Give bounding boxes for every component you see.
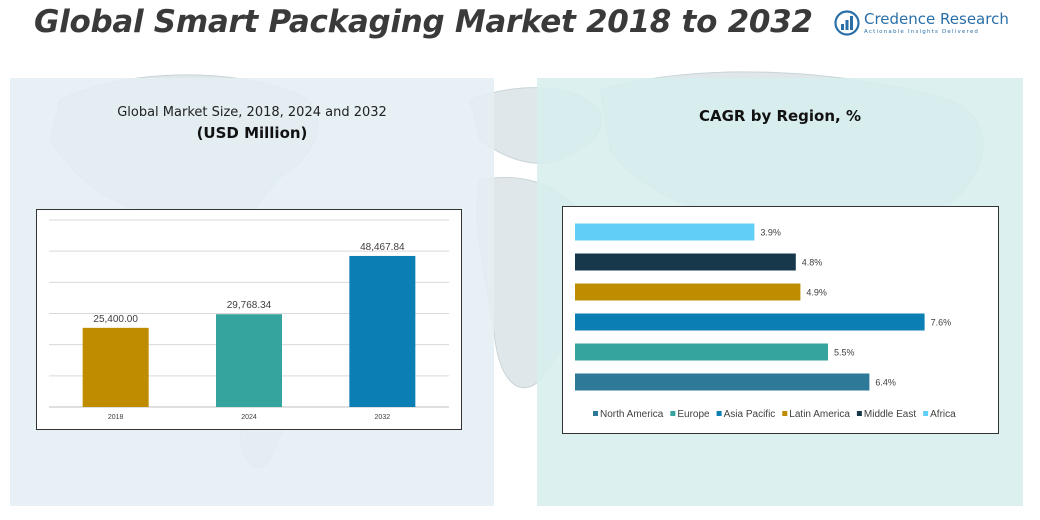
market-size-bar-chart: 25,400.00 2018 29,768.34 2024 48,467.84 2032: [49, 219, 449, 421]
x-tick-label: 2032: [375, 414, 391, 421]
bar-2032: [349, 255, 416, 407]
bar-asia-pacific: [575, 313, 925, 331]
bar-value-label: 6.4%: [875, 378, 896, 388]
credence-logo-icon: [834, 10, 860, 36]
bar-north-america: [575, 373, 870, 391]
legend-entry: Middle East: [864, 409, 916, 420]
legend-swatch: [593, 411, 598, 416]
bar-value-label: 4.9%: [806, 288, 827, 298]
market-size-subtitle: (USD Million): [196, 124, 308, 142]
brand-logo: Credence Research Actionable Insights De…: [834, 10, 1009, 36]
brand-tagline: Actionable Insights Delivered: [864, 28, 980, 35]
legend-entry: Europe: [677, 409, 710, 420]
legend-swatch: [782, 411, 788, 416]
cagr-bar-chart: 3.9% 4.8% 4.9% 7.6% 5.5% 6.4% North America Eur…: [575, 223, 956, 420]
market-size-title: Global Market Size, 2018, 2024 and 2032: [117, 105, 387, 120]
bar-2018: [82, 327, 149, 407]
bar-value-label: 25,400.00: [93, 314, 138, 325]
cagr-chart: 3.9% 4.8% 4.9% 7.6% 5.5% 6.4% North America Eur…: [562, 206, 999, 434]
bar-latin-america: [575, 283, 801, 301]
legend-swatch: [670, 411, 676, 416]
brand-name: Credence Research: [864, 9, 1009, 28]
legend-entry: North America: [600, 409, 664, 420]
legend-swatch: [923, 411, 929, 416]
legend-entry: Africa: [930, 409, 956, 420]
bar-africa: [575, 223, 755, 241]
market-size-chart: 25,400.00 2018 29,768.34 2024 48,467.84 2032: [36, 209, 462, 430]
bar-value-label: 29,768.34: [227, 300, 272, 311]
x-tick-label: 2024: [241, 414, 257, 421]
legend-entry: Asia Pacific: [724, 409, 776, 420]
bar-middle-east: [575, 253, 796, 271]
bar-value-label: 5.5%: [834, 348, 855, 358]
x-tick-label: 2018: [108, 414, 124, 421]
legend-swatch: [856, 411, 862, 416]
bar-value-label: 48,467.84: [360, 242, 405, 253]
bar-2024: [216, 314, 282, 407]
legend-entry: Latin America: [789, 409, 850, 420]
bar-value-label: 4.8%: [802, 258, 823, 268]
bar-value-label: 3.9%: [760, 228, 781, 238]
bar-value-label: 7.6%: [931, 318, 952, 328]
legend-swatch: [716, 411, 722, 416]
bar-europe: [575, 343, 828, 361]
cagr-title: CAGR by Region, %: [699, 107, 861, 125]
page-title: Global Smart Packaging Market 2018 to 20…: [34, 4, 813, 40]
